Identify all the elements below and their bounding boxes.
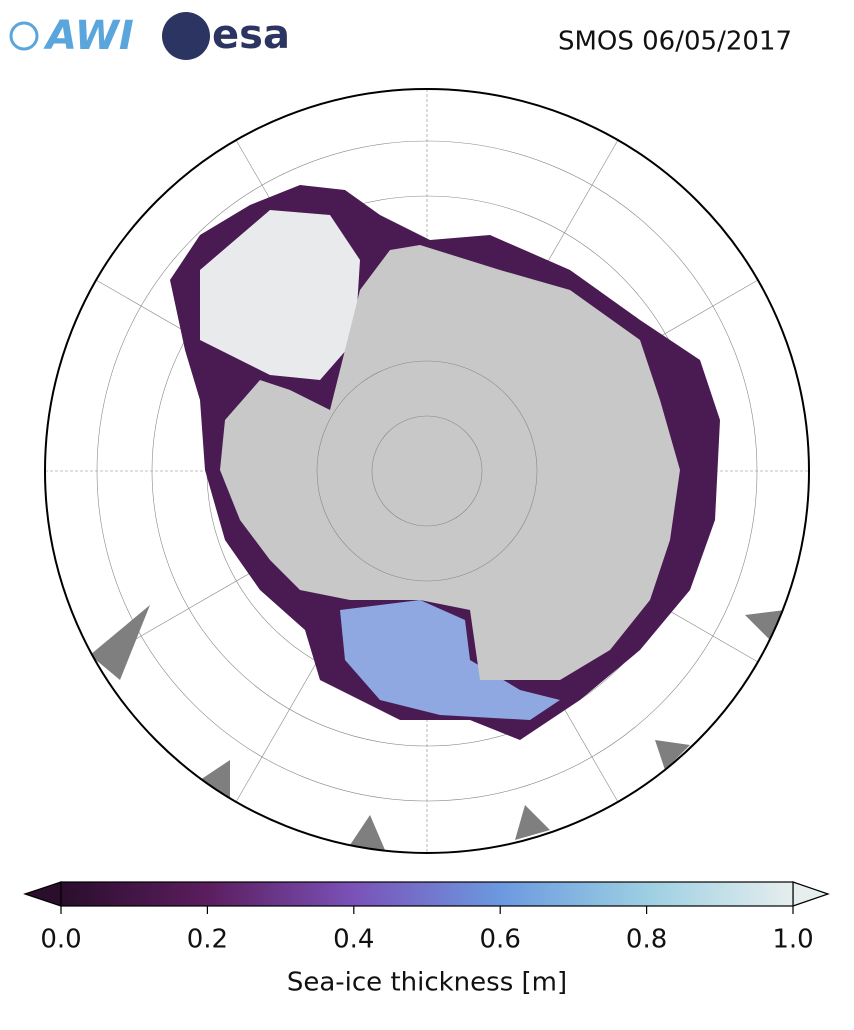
graticule-over-land (316, 360, 538, 582)
colorbar-tick-label: 1.0 (772, 925, 813, 955)
logos: AWI esa (9, 12, 290, 60)
map (45, 89, 809, 853)
colorbar-tick-label: 0.4 (333, 925, 374, 955)
ross-ice (340, 600, 560, 720)
colorbar-extend-min (23, 881, 62, 907)
colorbar-label: Sea-ice thickness [m] (287, 968, 567, 998)
antarctica (220, 245, 680, 680)
weddell-thick-ice (200, 210, 360, 380)
colorbar-tick-label: 0.6 (480, 925, 521, 955)
map-border (44, 88, 810, 854)
esa-logo: esa (212, 12, 290, 58)
map-title: SMOS 06/05/2017 (558, 27, 792, 57)
colorbar-tick-label: 0.0 (40, 925, 81, 955)
colorbar-tick-label: 0.2 (187, 925, 228, 955)
awi-icon (9, 21, 39, 51)
colorbar-ramp (60, 881, 794, 907)
colorbar-tick-label: 0.8 (626, 925, 667, 955)
colorbar (23, 881, 830, 914)
esa-icon (162, 12, 210, 60)
awi-logo: AWI (43, 13, 134, 59)
colorbar-extend-max (792, 881, 830, 907)
